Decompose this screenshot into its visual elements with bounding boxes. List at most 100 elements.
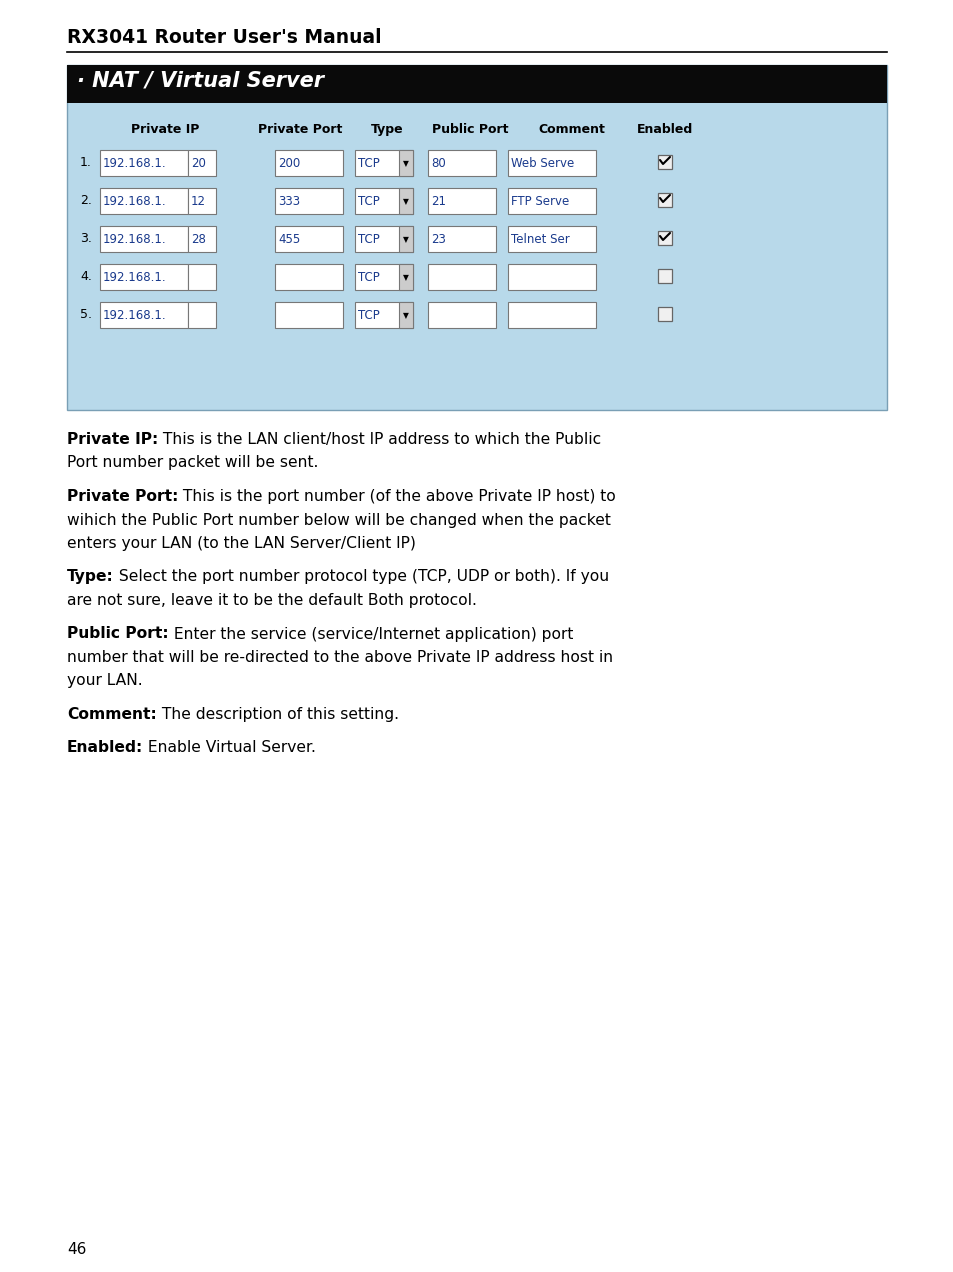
Text: 4.: 4. xyxy=(80,270,91,282)
FancyBboxPatch shape xyxy=(398,301,413,328)
FancyBboxPatch shape xyxy=(100,265,188,290)
FancyBboxPatch shape xyxy=(398,150,413,176)
Text: ▼: ▼ xyxy=(402,159,409,168)
FancyBboxPatch shape xyxy=(67,65,886,410)
FancyBboxPatch shape xyxy=(507,188,596,214)
FancyBboxPatch shape xyxy=(188,188,215,214)
Text: 192.168.1.: 192.168.1. xyxy=(103,195,167,209)
Text: TCP: TCP xyxy=(357,271,379,284)
Text: Comment:: Comment: xyxy=(67,707,156,722)
FancyBboxPatch shape xyxy=(100,226,188,252)
FancyBboxPatch shape xyxy=(100,150,188,176)
Text: 46: 46 xyxy=(67,1241,87,1257)
FancyBboxPatch shape xyxy=(188,226,215,252)
FancyBboxPatch shape xyxy=(428,301,496,328)
FancyBboxPatch shape xyxy=(188,150,215,176)
Text: Private Port:: Private Port: xyxy=(67,488,178,504)
Text: 455: 455 xyxy=(277,233,300,245)
Text: Private IP: Private IP xyxy=(131,123,199,136)
FancyBboxPatch shape xyxy=(428,265,496,290)
Text: Public Port:: Public Port: xyxy=(67,627,169,641)
Text: Enter the service (service/Internet application) port: Enter the service (service/Internet appl… xyxy=(169,627,573,641)
FancyBboxPatch shape xyxy=(274,150,343,176)
Text: Web Serve: Web Serve xyxy=(511,156,574,170)
Text: Select the port number protocol type (TCP, UDP or both). If you: Select the port number protocol type (TC… xyxy=(113,570,608,585)
Text: Comment: Comment xyxy=(538,123,605,136)
FancyBboxPatch shape xyxy=(658,268,671,282)
Text: ▼: ▼ xyxy=(402,235,409,244)
FancyBboxPatch shape xyxy=(355,265,413,290)
Text: Enable Virtual Server.: Enable Virtual Server. xyxy=(143,740,315,756)
Text: 200: 200 xyxy=(277,156,300,170)
FancyBboxPatch shape xyxy=(355,150,413,176)
FancyBboxPatch shape xyxy=(507,226,596,252)
Text: FTP Serve: FTP Serve xyxy=(511,195,569,209)
Text: 192.168.1.: 192.168.1. xyxy=(103,156,167,170)
FancyBboxPatch shape xyxy=(100,188,188,214)
FancyBboxPatch shape xyxy=(67,65,886,103)
Text: Public Port: Public Port xyxy=(432,123,508,136)
Text: 20: 20 xyxy=(191,156,206,170)
Text: number that will be re-directed to the above Private IP address host in: number that will be re-directed to the a… xyxy=(67,650,613,665)
FancyBboxPatch shape xyxy=(428,150,496,176)
FancyBboxPatch shape xyxy=(274,265,343,290)
Text: ▼: ▼ xyxy=(402,273,409,282)
Text: enters your LAN (to the LAN Server/Client IP): enters your LAN (to the LAN Server/Clien… xyxy=(67,536,416,551)
FancyBboxPatch shape xyxy=(658,232,671,245)
FancyBboxPatch shape xyxy=(507,265,596,290)
Text: 5.: 5. xyxy=(80,308,91,321)
Text: 80: 80 xyxy=(431,156,445,170)
Text: Type:: Type: xyxy=(67,570,113,585)
Text: 1.: 1. xyxy=(80,156,91,169)
Text: Enabled:: Enabled: xyxy=(67,740,143,756)
FancyBboxPatch shape xyxy=(355,226,413,252)
Text: Private Port: Private Port xyxy=(257,123,342,136)
Text: 3.: 3. xyxy=(80,232,91,245)
FancyBboxPatch shape xyxy=(355,188,413,214)
Text: 192.168.1.: 192.168.1. xyxy=(103,271,167,284)
FancyBboxPatch shape xyxy=(100,301,188,328)
Text: Enabled: Enabled xyxy=(637,123,693,136)
Text: Port number packet will be sent.: Port number packet will be sent. xyxy=(67,455,318,471)
Text: Private IP:: Private IP: xyxy=(67,432,158,446)
FancyBboxPatch shape xyxy=(188,265,215,290)
Text: · NAT / Virtual Server: · NAT / Virtual Server xyxy=(77,71,324,92)
Text: 192.168.1.: 192.168.1. xyxy=(103,309,167,322)
Text: 21: 21 xyxy=(431,195,446,209)
Text: TCP: TCP xyxy=(357,309,379,322)
FancyBboxPatch shape xyxy=(398,188,413,214)
FancyBboxPatch shape xyxy=(274,301,343,328)
FancyBboxPatch shape xyxy=(398,226,413,252)
FancyBboxPatch shape xyxy=(355,301,413,328)
FancyBboxPatch shape xyxy=(428,188,496,214)
Text: 333: 333 xyxy=(277,195,300,209)
FancyBboxPatch shape xyxy=(507,150,596,176)
FancyBboxPatch shape xyxy=(507,301,596,328)
Text: wihich the Public Port number below will be changed when the packet: wihich the Public Port number below will… xyxy=(67,513,610,528)
Text: ▼: ▼ xyxy=(402,310,409,321)
Text: TCP: TCP xyxy=(357,195,379,209)
FancyBboxPatch shape xyxy=(428,226,496,252)
FancyBboxPatch shape xyxy=(658,307,671,321)
Text: 12: 12 xyxy=(191,195,206,209)
Text: ▼: ▼ xyxy=(402,197,409,206)
Text: your LAN.: your LAN. xyxy=(67,673,143,688)
FancyBboxPatch shape xyxy=(274,226,343,252)
Text: TCP: TCP xyxy=(357,156,379,170)
FancyBboxPatch shape xyxy=(398,265,413,290)
FancyBboxPatch shape xyxy=(658,193,671,207)
Text: This is the LAN client/host IP address to which the Public: This is the LAN client/host IP address t… xyxy=(158,432,600,446)
Text: 28: 28 xyxy=(191,233,206,245)
Text: TCP: TCP xyxy=(357,233,379,245)
Text: 2.: 2. xyxy=(80,195,91,207)
Text: The description of this setting.: The description of this setting. xyxy=(156,707,398,722)
FancyBboxPatch shape xyxy=(658,155,671,169)
FancyBboxPatch shape xyxy=(274,188,343,214)
Text: RX3041 Router User's Manual: RX3041 Router User's Manual xyxy=(67,28,381,47)
Text: 23: 23 xyxy=(431,233,445,245)
Text: Type: Type xyxy=(371,123,403,136)
Text: This is the port number (of the above Private IP host) to: This is the port number (of the above Pr… xyxy=(178,488,616,504)
Text: Telnet Ser: Telnet Ser xyxy=(511,233,569,245)
Text: 192.168.1.: 192.168.1. xyxy=(103,233,167,245)
Text: are not sure, leave it to be the default Both protocol.: are not sure, leave it to be the default… xyxy=(67,593,476,608)
